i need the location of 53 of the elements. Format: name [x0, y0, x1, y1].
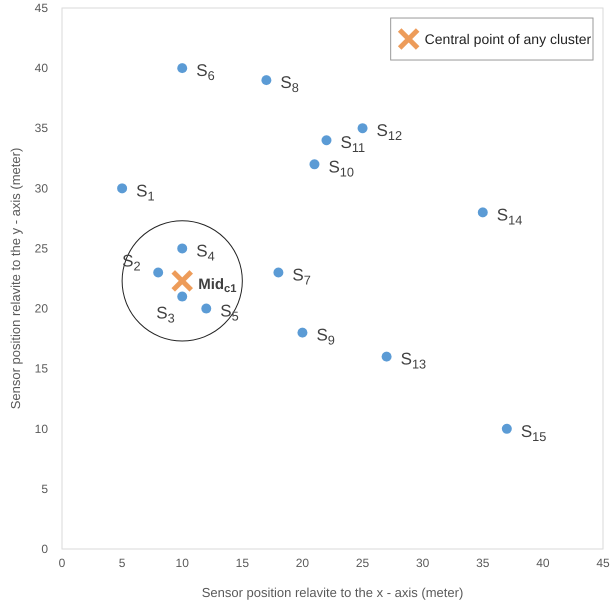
point: [273, 267, 284, 278]
y-tick-label: 0: [41, 542, 48, 556]
y-tick-label: 45: [34, 1, 48, 15]
y-tick-label: 10: [34, 422, 48, 436]
point: [309, 159, 320, 170]
point: [382, 352, 392, 362]
y-tick-label: 15: [34, 362, 48, 376]
point: [261, 75, 272, 86]
annotation: S$_{8}$: [280, 73, 299, 96]
annotation: Mid$_{c1}$: [198, 276, 237, 296]
y-tick-label: 30: [34, 181, 48, 196]
annotation: S$_{12}$: [376, 121, 402, 144]
point: [177, 243, 188, 254]
x-tick-label: 15: [236, 556, 250, 570]
x-tick-label: 5: [118, 556, 126, 570]
x-tick-label: 35: [476, 556, 490, 570]
point: [153, 267, 164, 278]
x-tick-label: 0: [58, 556, 66, 570]
x-tick-label: 30: [416, 556, 430, 570]
point: [358, 123, 368, 134]
point: [478, 207, 488, 218]
point: [177, 63, 188, 74]
x-tick-label: 10: [176, 556, 190, 570]
annotation: S$_{6}$: [196, 61, 215, 83]
legend-label: Central point of any cluster: [424, 31, 592, 48]
annotation: S$_{10}$: [328, 157, 354, 180]
x-axis-title: Sensor position relavite to the x - axis (meter): [202, 585, 464, 600]
annotation: S$_{1}$: [136, 181, 155, 204]
point: [117, 183, 128, 194]
annotation: S$_{4}$: [196, 241, 215, 264]
y-tick-label: 5: [41, 482, 48, 496]
annotation: S$_{5}$: [220, 302, 239, 324]
annotation: S$_{9}$: [316, 326, 335, 348]
y-tick-label: 20: [34, 302, 48, 316]
x-tick-label: 45: [596, 556, 610, 570]
x-tick-label: 20: [296, 556, 310, 570]
annotation: S$_{11}$: [340, 133, 366, 156]
point: [201, 304, 212, 314]
y-axis-title: Sensor position relavite to the y - axis (meter): [8, 148, 23, 410]
y-tick-label: 25: [34, 241, 48, 256]
annotation: S$_{15}$: [520, 422, 546, 444]
x-tick-label: 25: [356, 556, 370, 570]
point: [297, 328, 308, 338]
x-tick-label: 40: [536, 556, 550, 570]
annotation: S$_{7}$: [292, 265, 311, 288]
annotation: S$_{13}$: [400, 350, 426, 372]
annotation: S$_{14}$: [496, 205, 522, 228]
annotation: S$_{3}$: [156, 304, 175, 326]
point: [502, 424, 512, 434]
y-tick-label: 35: [34, 121, 48, 136]
y-tick-label: 40: [34, 61, 48, 76]
point: [177, 292, 188, 302]
point: [321, 135, 332, 146]
